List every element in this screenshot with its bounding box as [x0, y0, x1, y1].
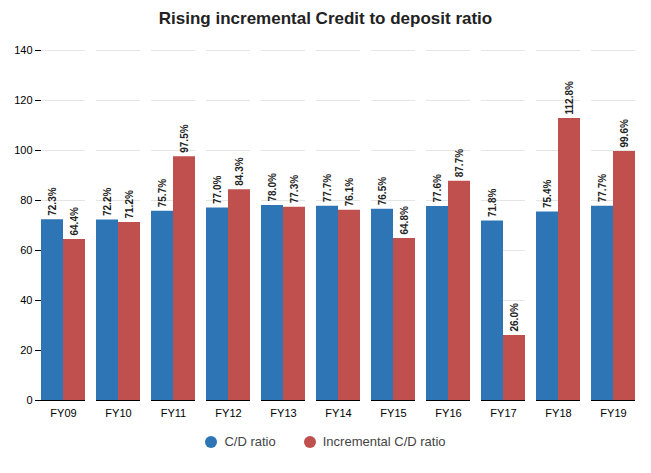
svg-text:120: 120 — [14, 94, 32, 106]
svg-text:FY18: FY18 — [545, 407, 571, 419]
svg-text:FY15: FY15 — [380, 407, 406, 419]
svg-text:140: 140 — [14, 44, 32, 56]
svg-text:71.2%: 71.2% — [124, 190, 135, 218]
svg-text:78.0%: 78.0% — [267, 173, 278, 201]
svg-text:80: 80 — [20, 194, 32, 206]
svg-text:72.2%: 72.2% — [102, 188, 113, 216]
svg-text:100: 100 — [14, 144, 32, 156]
svg-text:77.7%: 77.7% — [597, 174, 608, 202]
svg-text:FY09: FY09 — [50, 407, 76, 419]
svg-text:FY16: FY16 — [435, 407, 461, 419]
svg-text:FY13: FY13 — [270, 407, 296, 419]
html-text:Rising incremental Credit to d: Rising incremental Credit to deposit rat… — [158, 9, 493, 28]
svg-text:60: 60 — [20, 244, 32, 256]
html-text:C/D ratio: C/D ratio — [224, 434, 276, 449]
svg-text:0: 0 — [26, 394, 32, 406]
svg-text:FY14: FY14 — [325, 407, 351, 419]
svg-text:77.0%: 77.0% — [212, 176, 223, 204]
svg-text:FY10: FY10 — [105, 407, 131, 419]
svg-text:72.3%: 72.3% — [47, 187, 58, 215]
svg-text:87.7%: 87.7% — [454, 149, 465, 177]
svg-text:77.6%: 77.6% — [432, 174, 443, 202]
svg-text:FY11: FY11 — [161, 407, 186, 419]
svg-text:76.5%: 76.5% — [377, 177, 388, 205]
svg-text:20: 20 — [20, 344, 32, 356]
svg-text:76.1%: 76.1% — [344, 178, 355, 206]
svg-text:97.5%: 97.5% — [179, 124, 190, 152]
svg-text:64.8%: 64.8% — [399, 206, 410, 234]
svg-text:71.8%: 71.8% — [487, 189, 498, 217]
svg-text:77.3%: 77.3% — [289, 175, 300, 203]
svg-text:75.4%: 75.4% — [542, 180, 553, 208]
svg-text:FY17: FY17 — [490, 407, 516, 419]
svg-text:99.6%: 99.6% — [619, 119, 630, 147]
svg-text:FY12: FY12 — [215, 407, 241, 419]
svg-text:75.7%: 75.7% — [157, 179, 168, 207]
svg-text:64.4%: 64.4% — [69, 207, 80, 235]
html-text:Incremental C/D ratio: Incremental C/D ratio — [322, 434, 446, 449]
svg-text:84.3%: 84.3% — [234, 157, 245, 185]
svg-text:40: 40 — [20, 294, 32, 306]
svg-text:77.7%: 77.7% — [322, 174, 333, 202]
svg-text:26.0%: 26.0% — [509, 303, 520, 331]
svg-text:FY19: FY19 — [600, 407, 626, 419]
svg-text:112.8%: 112.8% — [564, 81, 575, 114]
